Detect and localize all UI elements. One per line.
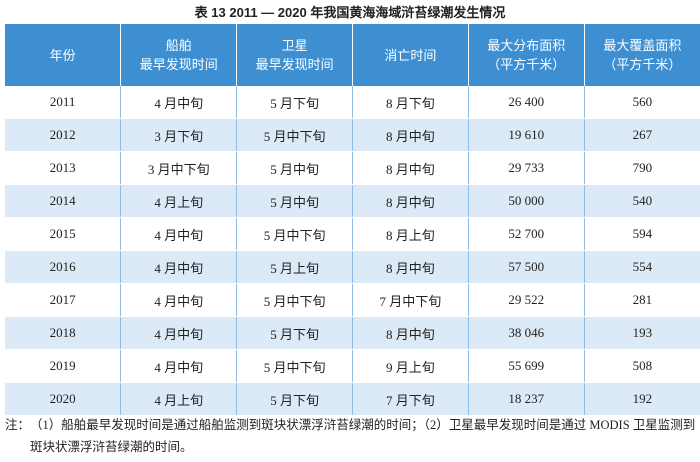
table-cell: 8 月中旬: [352, 184, 469, 218]
table-cell: 4 月中旬: [120, 316, 238, 350]
table-cell: 2016: [5, 250, 122, 284]
table-row: 2016 4 月中旬 5 月上旬 8 月中旬 57 500 554: [5, 250, 700, 284]
table-cell: 57 500: [468, 250, 585, 284]
table-cell: 52 700: [468, 217, 585, 251]
table-row: 2012 3 月下旬 5 月中下旬 8 月中旬 19 610 267: [5, 118, 700, 152]
table-cell: 55 699: [468, 349, 585, 383]
table-header: 年份 船舶 最早发现时间 卫星 最早发现时间 消亡时间 最大分布面积 （平方千米） 最大覆盖面积…: [5, 24, 700, 86]
table-cell: 3 月中下旬: [120, 151, 238, 185]
table-cell: 508: [584, 349, 700, 383]
table-row: 2020 4 月上旬 5 月下旬 7 月下旬 18 237 192: [5, 382, 700, 416]
header-text: 消亡时间: [384, 47, 437, 63]
table-row: 2014 4 月上旬 5 月中旬 8 月中旬 50 000 540: [5, 184, 700, 218]
table-cell: 4 月中旬: [120, 283, 238, 317]
table-cell: 2020: [5, 382, 122, 416]
table-row: 2019 4 月中旬 5 月中下旬 9 月上旬 55 699 508: [5, 349, 700, 383]
table-cell: 4 月上旬: [120, 184, 238, 218]
table-cell: 4 月中旬: [120, 349, 238, 383]
note: 注： （1）船舶最早发现时间是通过船舶监测到斑块状漂浮浒苔绿潮的时间；（2）卫星…: [5, 414, 698, 458]
table-cell: 50 000: [468, 184, 585, 218]
table-cell: 4 月中旬: [120, 250, 238, 284]
table-cell: 8 月中旬: [352, 316, 469, 350]
table-cell: 7 月下旬: [352, 382, 469, 416]
table-cell: 790: [584, 151, 700, 185]
table-cell: 5 月中旬: [236, 151, 353, 185]
table-cell: 5 月中下旬: [236, 349, 353, 383]
table-cell: 5 月下旬: [236, 86, 353, 119]
table-cell: 554: [584, 250, 700, 284]
table-cell: 8 月下旬: [352, 86, 469, 119]
header-text: 卫星: [281, 38, 308, 53]
table-cell: 5 月中下旬: [236, 283, 353, 317]
table-cell: 7 月中下旬: [352, 283, 469, 317]
table-cell: 8 月中旬: [352, 151, 469, 185]
header-text: 最早发现时间: [139, 57, 218, 72]
table-cell: 4 月中旬: [120, 217, 238, 251]
table-cell: 192: [584, 382, 700, 416]
table-cell: 267: [584, 118, 700, 152]
table-cell: 2015: [5, 217, 122, 251]
header-cell: 年份: [5, 24, 122, 86]
header-cell: 消亡时间: [352, 24, 469, 86]
table-cell: 4 月上旬: [120, 382, 238, 416]
table-row: 2015 4 月中旬 5 月中下旬 8 月上旬 52 700 594: [5, 217, 700, 251]
table-cell: 29 522: [468, 283, 585, 317]
table-cell: 8 月上旬: [352, 217, 469, 251]
table-cell: 18 237: [468, 382, 585, 416]
header-text: （平方千米）: [603, 57, 682, 72]
table-body: 2011 4 月中旬 5 月下旬 8 月下旬 26 400 560 2012 3 月下旬 5 月…: [5, 86, 700, 416]
table-cell: 4 月中旬: [120, 86, 238, 119]
table: 年份 船舶 最早发现时间 卫星 最早发现时间 消亡时间 最大分布面积 （平方千米） 最大覆盖面积…: [5, 24, 700, 416]
table-cell: 3 月下旬: [120, 118, 238, 152]
table-cell: 38 046: [468, 316, 585, 350]
table-cell: 5 月中下旬: [236, 118, 353, 152]
header-text: 最早发现时间: [255, 57, 334, 72]
table-cell: 2018: [5, 316, 122, 350]
header-text: 船舶: [165, 38, 192, 53]
header-text: 最大覆盖面积: [603, 38, 682, 53]
table-cell: 9 月上旬: [352, 349, 469, 383]
table-row: 2018 4 月中旬 5 月下旬 8 月中旬 38 046 193: [5, 316, 700, 350]
header-text: 年份: [49, 47, 76, 63]
table-cell: 2019: [5, 349, 122, 383]
table-cell: 26 400: [468, 86, 585, 119]
header-cell: 最大分布面积 （平方千米）: [468, 24, 585, 86]
table-cell: 193: [584, 316, 700, 350]
header-cell: 卫星 最早发现时间: [236, 24, 353, 86]
header-row: 年份 船舶 最早发现时间 卫星 最早发现时间 消亡时间 最大分布面积 （平方千米） 最大覆盖面积…: [5, 24, 700, 86]
table-row: 2017 4 月中旬 5 月中下旬 7 月中下旬 29 522 281: [5, 283, 700, 317]
table-cell: 5 月上旬: [236, 250, 353, 284]
table-cell: 5 月中下旬: [236, 217, 353, 251]
table-cell: 8 月中旬: [352, 250, 469, 284]
table-cell: 19 610: [468, 118, 585, 152]
header-cell: 船舶 最早发现时间: [120, 24, 238, 86]
header-text: （平方千米）: [487, 57, 566, 72]
note-label: 注：: [5, 418, 31, 432]
table-cell: 540: [584, 184, 700, 218]
table-cell: 2017: [5, 283, 122, 317]
table-cell: 560: [584, 86, 700, 119]
table-cell: 2014: [5, 184, 122, 218]
note-text: （1）船舶最早发现时间是通过船舶监测到斑块状漂浮浒苔绿潮的时间；（2）卫星最早发…: [30, 418, 696, 454]
table-title: 表 13 2011 — 2020 年我国黄海海域浒苔绿潮发生情况: [194, 5, 506, 20]
table-cell: 5 月下旬: [236, 316, 353, 350]
table-cell: 5 月中旬: [236, 184, 353, 218]
table-cell: 8 月中旬: [352, 118, 469, 152]
table-cell: 29 733: [468, 151, 585, 185]
header-text: 最大分布面积: [487, 38, 566, 53]
table-cell: 2013: [5, 151, 122, 185]
table-cell: 594: [584, 217, 700, 251]
table-row: 2013 3 月中下旬 5 月中旬 8 月中旬 29 733 790: [5, 151, 700, 185]
table-cell: 2012: [5, 118, 122, 152]
table-cell: 2011: [5, 86, 122, 119]
table-cell: 5 月下旬: [236, 382, 353, 416]
table-cell: 281: [584, 283, 700, 317]
header-cell: 最大覆盖面积 （平方千米）: [584, 24, 700, 86]
table-row: 2011 4 月中旬 5 月下旬 8 月下旬 26 400 560: [5, 86, 700, 119]
